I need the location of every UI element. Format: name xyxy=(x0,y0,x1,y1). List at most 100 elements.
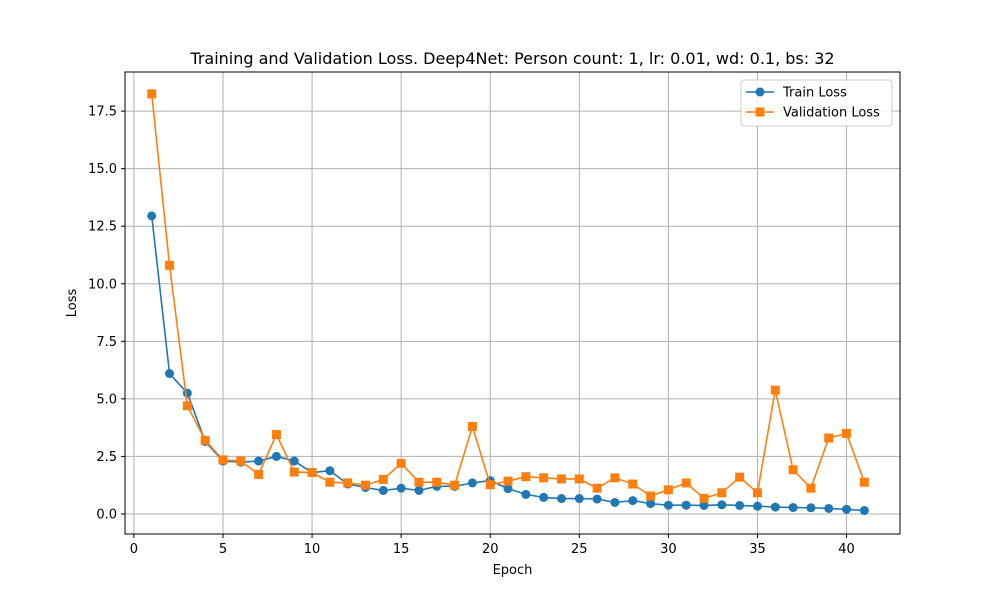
legend-label: Validation Loss xyxy=(783,106,880,121)
data-point xyxy=(752,488,762,498)
data-point xyxy=(343,478,353,488)
data-point xyxy=(824,433,834,443)
data-point xyxy=(200,435,210,445)
grid xyxy=(125,72,900,534)
data-point xyxy=(254,469,264,479)
data-point xyxy=(610,497,620,507)
data-point xyxy=(592,494,602,504)
data-point xyxy=(592,483,602,493)
data-point xyxy=(770,385,780,395)
x-tick-label: 40 xyxy=(838,542,855,557)
axes-frame xyxy=(124,71,901,535)
data-point xyxy=(859,477,869,487)
legend: Train Loss Validation Loss xyxy=(740,79,893,127)
data-point xyxy=(717,488,727,498)
data-point xyxy=(467,478,477,488)
data-point xyxy=(325,466,335,476)
data-point xyxy=(521,489,531,499)
data-point xyxy=(663,500,673,510)
x-tick-label: 10 xyxy=(304,542,321,557)
data-point xyxy=(165,369,175,379)
data-point xyxy=(539,492,549,502)
data-point xyxy=(735,472,745,482)
data-point xyxy=(165,260,175,270)
y-tick-label: 2.5 xyxy=(96,450,117,465)
legend-item: Validation Loss xyxy=(746,106,880,121)
data-point xyxy=(450,480,460,490)
x-tick-label: 30 xyxy=(660,542,677,557)
data-point xyxy=(663,485,673,495)
x-tick-label: 20 xyxy=(482,542,499,557)
y-tick-label: 17.5 xyxy=(88,105,117,120)
data-point xyxy=(574,474,584,484)
data-point xyxy=(752,501,762,511)
legend-label: Train Loss xyxy=(782,86,847,101)
data-point xyxy=(646,491,656,501)
data-point xyxy=(806,483,816,493)
data-point xyxy=(271,451,281,461)
legend-box xyxy=(740,79,893,127)
data-point xyxy=(289,456,299,466)
data-point xyxy=(467,421,477,431)
data-point xyxy=(485,480,495,490)
data-point xyxy=(307,468,317,478)
x-tick-label: 0 xyxy=(130,542,138,557)
x-tick-label: 5 xyxy=(219,542,227,557)
data-point xyxy=(806,503,816,513)
series-train-loss xyxy=(147,211,869,516)
data-point xyxy=(147,211,157,221)
data-point xyxy=(521,472,531,482)
data-point xyxy=(378,485,388,495)
data-point xyxy=(681,478,691,488)
data-point xyxy=(361,480,371,490)
data-point xyxy=(681,500,691,510)
data-point xyxy=(378,474,388,484)
x-axis-label: Epoch xyxy=(493,563,533,578)
data-point xyxy=(717,500,727,510)
y-tick-label: 7.5 xyxy=(96,335,117,350)
data-point xyxy=(859,506,869,516)
y-tick-label: 12.5 xyxy=(88,220,117,235)
data-point xyxy=(770,502,780,512)
data-point xyxy=(788,465,798,475)
chart-title: Training and Validation Loss. Deep4Net: … xyxy=(189,49,834,68)
data-point xyxy=(824,503,834,513)
data-point xyxy=(182,388,192,398)
y-tick-label: 15.0 xyxy=(88,162,117,177)
x-tick-label: 15 xyxy=(393,542,410,557)
data-point xyxy=(628,496,638,506)
data-point xyxy=(735,500,745,510)
data-point xyxy=(842,504,852,514)
data-point xyxy=(325,477,335,487)
data-point xyxy=(699,493,709,503)
data-point xyxy=(628,479,638,489)
data-point xyxy=(396,483,406,493)
series-validation-loss xyxy=(147,89,869,503)
data-point xyxy=(414,477,424,487)
data-point xyxy=(396,458,406,468)
data-point xyxy=(610,473,620,483)
data-point xyxy=(414,485,424,495)
data-point xyxy=(646,499,656,509)
data-point xyxy=(432,477,442,487)
y-tick-label: 10.0 xyxy=(88,277,117,292)
ticks: 0 5 10 15 20 25 30 35 40 0.0 2.5 5.0 7.5 10.0 12.5 15.0… xyxy=(88,105,855,557)
data-point xyxy=(271,430,281,440)
y-tick-label: 0.0 xyxy=(96,507,117,522)
series-layer xyxy=(147,89,869,516)
y-axis-label: Loss xyxy=(65,289,80,318)
data-point xyxy=(556,494,566,504)
legend-item: Train Loss xyxy=(746,86,847,101)
data-point xyxy=(503,484,513,494)
data-point xyxy=(788,503,798,513)
data-point xyxy=(236,456,246,466)
x-tick-label: 35 xyxy=(749,542,766,557)
data-point xyxy=(254,456,264,466)
data-point xyxy=(289,467,299,477)
data-point xyxy=(556,474,566,484)
data-point xyxy=(842,428,852,438)
data-point xyxy=(147,89,157,99)
legend-marker xyxy=(755,87,765,97)
